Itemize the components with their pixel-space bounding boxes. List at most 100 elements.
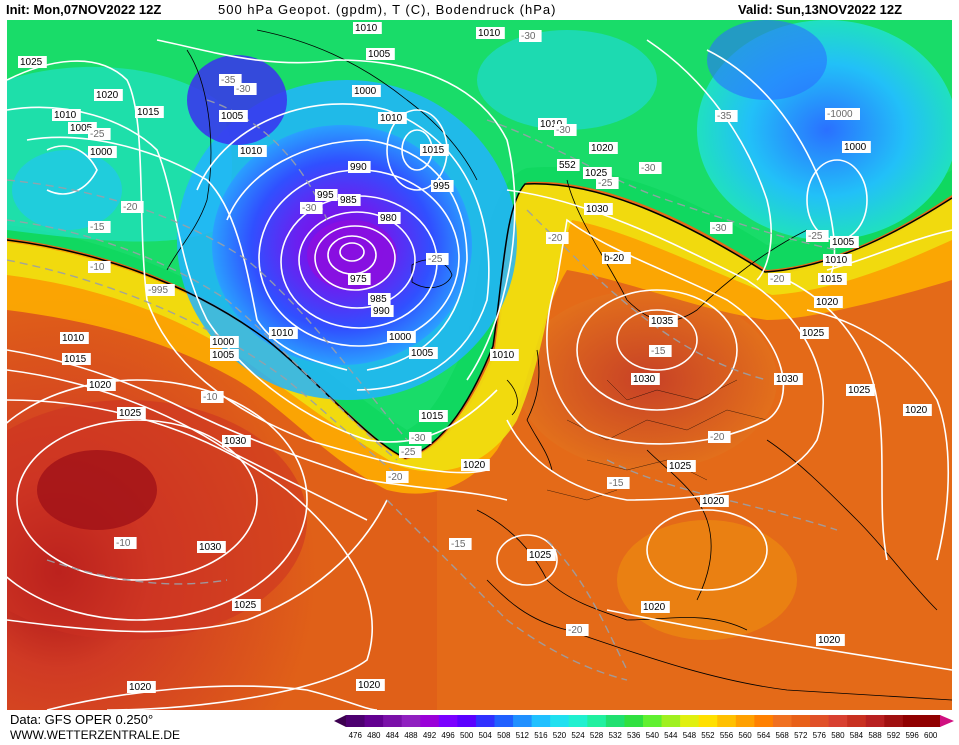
colorbar-swatch: [680, 715, 700, 727]
colorbar-swatch: [568, 715, 588, 727]
contour-label-text: 1000: [212, 337, 235, 348]
contour-label-bg: [419, 410, 448, 422]
isobar-1000: [196, 103, 490, 391]
cold-front-line: [7, 183, 952, 459]
contour-label-bg: [269, 327, 298, 339]
contour-label-text: 1025: [802, 328, 825, 339]
contour-label: 1015: [420, 144, 449, 156]
contour-label-text: 985: [370, 294, 387, 305]
contour-label-bg: [409, 432, 432, 444]
contour-label-text: 990: [350, 162, 367, 173]
contour-label-bg: [368, 293, 391, 305]
isobar-1025-iberia: [496, 534, 558, 586]
contour-label-bg: [378, 112, 407, 124]
contour-label: 1015: [419, 410, 448, 422]
contour-label-bg: [774, 373, 803, 385]
contour-label-bg: [94, 89, 123, 101]
contour-label: 1030: [584, 203, 613, 215]
low-center: [307, 220, 397, 290]
contour-label-bg: [386, 471, 409, 483]
contour-label-bg: [219, 110, 248, 122]
contour-label: -30: [234, 83, 257, 95]
contour-label-text: -20: [568, 625, 583, 636]
contour-label: 990: [371, 305, 394, 317]
contour-label-text: -20: [770, 274, 785, 285]
contour-label: b-20: [602, 252, 631, 264]
contour-label: 1020: [641, 601, 670, 613]
colorbar-tick-label: 568: [776, 731, 790, 740]
contour-label: -35: [715, 110, 738, 122]
contour-label-text: 975: [350, 274, 367, 285]
contour-label: 1010: [52, 109, 81, 121]
contour-label-bg: [121, 201, 144, 213]
colorbar-swatch: [420, 715, 440, 727]
contour-label-text: 1020: [702, 496, 725, 507]
contour-label-text: 1030: [586, 204, 609, 215]
contour-label-bg: [210, 349, 239, 361]
contour-label-bg: [816, 634, 845, 646]
contour-label-text: 985: [340, 195, 357, 206]
contour-label-text: 1010: [271, 328, 294, 339]
contour-label-bg: [490, 349, 519, 361]
contour-label-text: 1005: [212, 350, 235, 361]
contour-label-text: 1020: [129, 682, 152, 693]
contour-label-bg: [710, 222, 733, 234]
contour-label: 1035: [649, 315, 678, 327]
colorbar-swatch: [550, 715, 570, 727]
contour-label-bg: [800, 327, 829, 339]
contour-label-bg: [52, 109, 81, 121]
site-link[interactable]: WWW.WETTERZENTRALE.DE: [10, 728, 180, 742]
contour-label: 1005: [830, 236, 859, 248]
contour-label-text: -995: [148, 285, 168, 296]
contour-label-text: 1030: [224, 436, 247, 447]
contour-label: 985: [338, 194, 361, 206]
contour-label: 1025: [232, 599, 261, 611]
contour-label-text: -15: [651, 346, 666, 357]
contour-label: 1030: [222, 435, 251, 447]
contour-label-bg: [114, 537, 137, 549]
contour-label-bg: [399, 446, 422, 458]
contour-label-text: 995: [433, 181, 450, 192]
contour-label-bg: [210, 336, 239, 348]
contour-label-text: b-20: [604, 253, 624, 264]
isotherm-minus10-west: [46, 559, 228, 585]
colorbar-tick-label: 500: [460, 731, 474, 740]
colorbar-tick-label: 536: [627, 731, 641, 740]
contour-label-text: -1000: [827, 109, 853, 120]
contour-label: -10: [88, 261, 111, 273]
contour-label: 1005: [219, 110, 248, 122]
contour-label-bg: [387, 331, 416, 343]
contour-label: 985: [368, 293, 391, 305]
contour-label-text: 1005: [411, 348, 434, 359]
contour-label-bg: [409, 347, 438, 359]
colorbar-tick-label: 504: [479, 731, 493, 740]
colorbar-tick-label: 532: [608, 731, 622, 740]
contour-label-bg: [238, 145, 267, 157]
colorbar-tick-label: 596: [905, 731, 919, 740]
contour-label: 975: [348, 273, 371, 285]
colorbar-swatch: [605, 715, 625, 727]
isotherm-minus20: [7, 179, 408, 441]
contour-label-text: 1025: [848, 385, 871, 396]
contour-label: -30: [554, 124, 577, 136]
contour-label-bg: [353, 22, 382, 34]
contour-label: 1020: [814, 296, 843, 308]
contour-label-bg: [649, 345, 672, 357]
colorbar-tick-label: 544: [664, 731, 678, 740]
contour-label-bg: [641, 601, 670, 613]
contour-label: -30: [519, 30, 542, 42]
colorbar-tick-label: 580: [831, 731, 845, 740]
contour-label-text: 1020: [591, 143, 614, 154]
colorbar-swatch: [754, 715, 774, 727]
contour-label: -15: [88, 221, 111, 233]
colorbar-tick-label: 520: [553, 731, 567, 740]
contour-label: -15: [449, 538, 472, 550]
colorbar-right-arrow: [940, 715, 954, 727]
valid-time: Valid: Sun,13NOV2022 12Z: [738, 2, 903, 17]
colorbar-swatch: [865, 715, 885, 727]
contour-label: 980: [378, 212, 401, 224]
contour-label-bg: [315, 189, 338, 201]
contour-label: 1025: [583, 167, 612, 179]
contour-label-text: 1020: [818, 635, 841, 646]
